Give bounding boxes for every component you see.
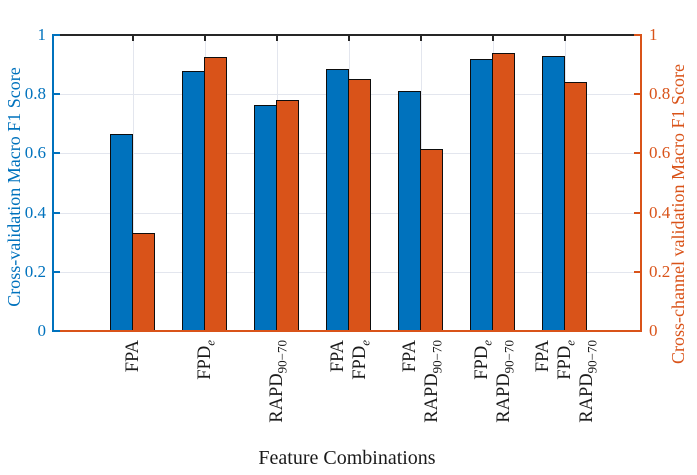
right-axis-tick bbox=[634, 330, 640, 332]
bar-right-0 bbox=[132, 233, 155, 332]
left-y-tick-label: 0.6 bbox=[24, 143, 46, 162]
subscript: 90−70 bbox=[501, 340, 517, 374]
x-tick-label-line: RAPD90−70 bbox=[267, 340, 290, 423]
x-tick-label-line: FPA bbox=[533, 340, 553, 373]
x-tick-label-line: RAPD90−70 bbox=[577, 340, 600, 423]
left-axis-tick bbox=[54, 152, 60, 154]
x-tick-label-line: FPA bbox=[123, 340, 143, 373]
x-axis-label: Feature Combinations bbox=[258, 447, 436, 469]
x-tick-label-line: RAPD90−70 bbox=[422, 340, 445, 423]
subscript: e bbox=[357, 340, 373, 346]
top-axis-tick bbox=[420, 36, 422, 41]
left-y-axis-label: Cross-validation Macro F1 Score bbox=[4, 67, 24, 307]
bar-left-3 bbox=[326, 69, 349, 332]
x-tick-label: FPA FPDe bbox=[327, 340, 373, 462]
x-tick-label: FPDe RAPD90−70 bbox=[471, 340, 517, 462]
left-axis-tick bbox=[54, 34, 60, 36]
right-y-tick-label: 0.8 bbox=[649, 84, 671, 103]
bar-left-5 bbox=[470, 59, 493, 332]
left-axis-tick bbox=[54, 93, 60, 95]
bar-left-2 bbox=[254, 105, 277, 332]
bar-left-0 bbox=[110, 134, 133, 332]
right-axis-tick bbox=[634, 93, 640, 95]
left-axis-tick bbox=[54, 212, 60, 214]
x-tick-label: FPA RAPD90−70 bbox=[399, 340, 445, 462]
right-axis-tick bbox=[634, 271, 640, 273]
subscript: 90−70 bbox=[429, 340, 445, 374]
bar-left-4 bbox=[398, 91, 421, 332]
bar-right-2 bbox=[276, 100, 299, 332]
bar-right-3 bbox=[348, 79, 371, 332]
left-y-axis-line bbox=[52, 34, 54, 332]
x-tick-label-line: FPDe bbox=[472, 340, 495, 380]
bar-right-5 bbox=[492, 53, 515, 332]
x-axis-line bbox=[52, 330, 642, 332]
bar-right-4 bbox=[420, 149, 443, 332]
left-y-tick-label: 0.2 bbox=[24, 262, 46, 281]
right-axis-tick bbox=[634, 212, 640, 214]
subscript: 90−70 bbox=[584, 340, 600, 374]
right-y-axis-line bbox=[640, 34, 642, 332]
left-axis-tick bbox=[54, 271, 60, 273]
right-axis-tick bbox=[634, 152, 640, 154]
top-axis-tick bbox=[204, 36, 206, 41]
right-y-tick-label: 0.6 bbox=[649, 143, 671, 162]
bar-left-1 bbox=[182, 71, 205, 332]
vertical-gridline bbox=[133, 36, 134, 330]
subscript: 90−70 bbox=[274, 340, 290, 374]
right-axis-tick bbox=[634, 34, 640, 36]
x-tick-label: FPA FPDe RAPD90−70 bbox=[532, 340, 600, 462]
top-axis-tick bbox=[348, 36, 350, 41]
top-spine bbox=[52, 34, 642, 36]
right-y-axis-label: Cross-channel validation Macro F1 Score bbox=[668, 64, 688, 364]
bar-left-6 bbox=[542, 56, 565, 332]
top-axis-tick bbox=[492, 36, 494, 41]
right-y-tick-label: 1 bbox=[649, 25, 658, 44]
x-tick-label-line: FPDe bbox=[195, 340, 218, 380]
x-tick-label-line: FPA bbox=[328, 340, 348, 373]
x-tick-label-line: FPDe bbox=[555, 340, 578, 380]
bar-right-1 bbox=[204, 57, 227, 332]
x-tick-label-line: RAPD90−70 bbox=[494, 340, 517, 423]
right-y-tick-label: 0 bbox=[649, 321, 658, 340]
bar-right-6 bbox=[564, 82, 587, 332]
x-tick-label-line: FPA bbox=[400, 340, 420, 373]
top-axis-tick bbox=[276, 36, 278, 41]
left-axis-tick bbox=[54, 330, 60, 332]
right-y-tick-label: 0.4 bbox=[649, 203, 671, 222]
x-tick-label-line: FPDe bbox=[350, 340, 373, 380]
left-y-tick-label: 1 bbox=[37, 25, 47, 44]
right-y-tick-label: 0.2 bbox=[649, 262, 671, 281]
top-axis-tick bbox=[132, 36, 134, 41]
x-tick-label: FPDe bbox=[194, 340, 218, 462]
left-y-tick-label: 0 bbox=[37, 321, 47, 340]
top-axis-tick bbox=[564, 36, 566, 41]
left-y-tick-label: 0.8 bbox=[24, 84, 46, 103]
x-tick-label: RAPD90−70 bbox=[266, 340, 290, 462]
subscript: e bbox=[202, 340, 218, 346]
x-tick-label: FPA bbox=[122, 340, 144, 462]
left-y-tick-label: 0.4 bbox=[24, 203, 46, 222]
